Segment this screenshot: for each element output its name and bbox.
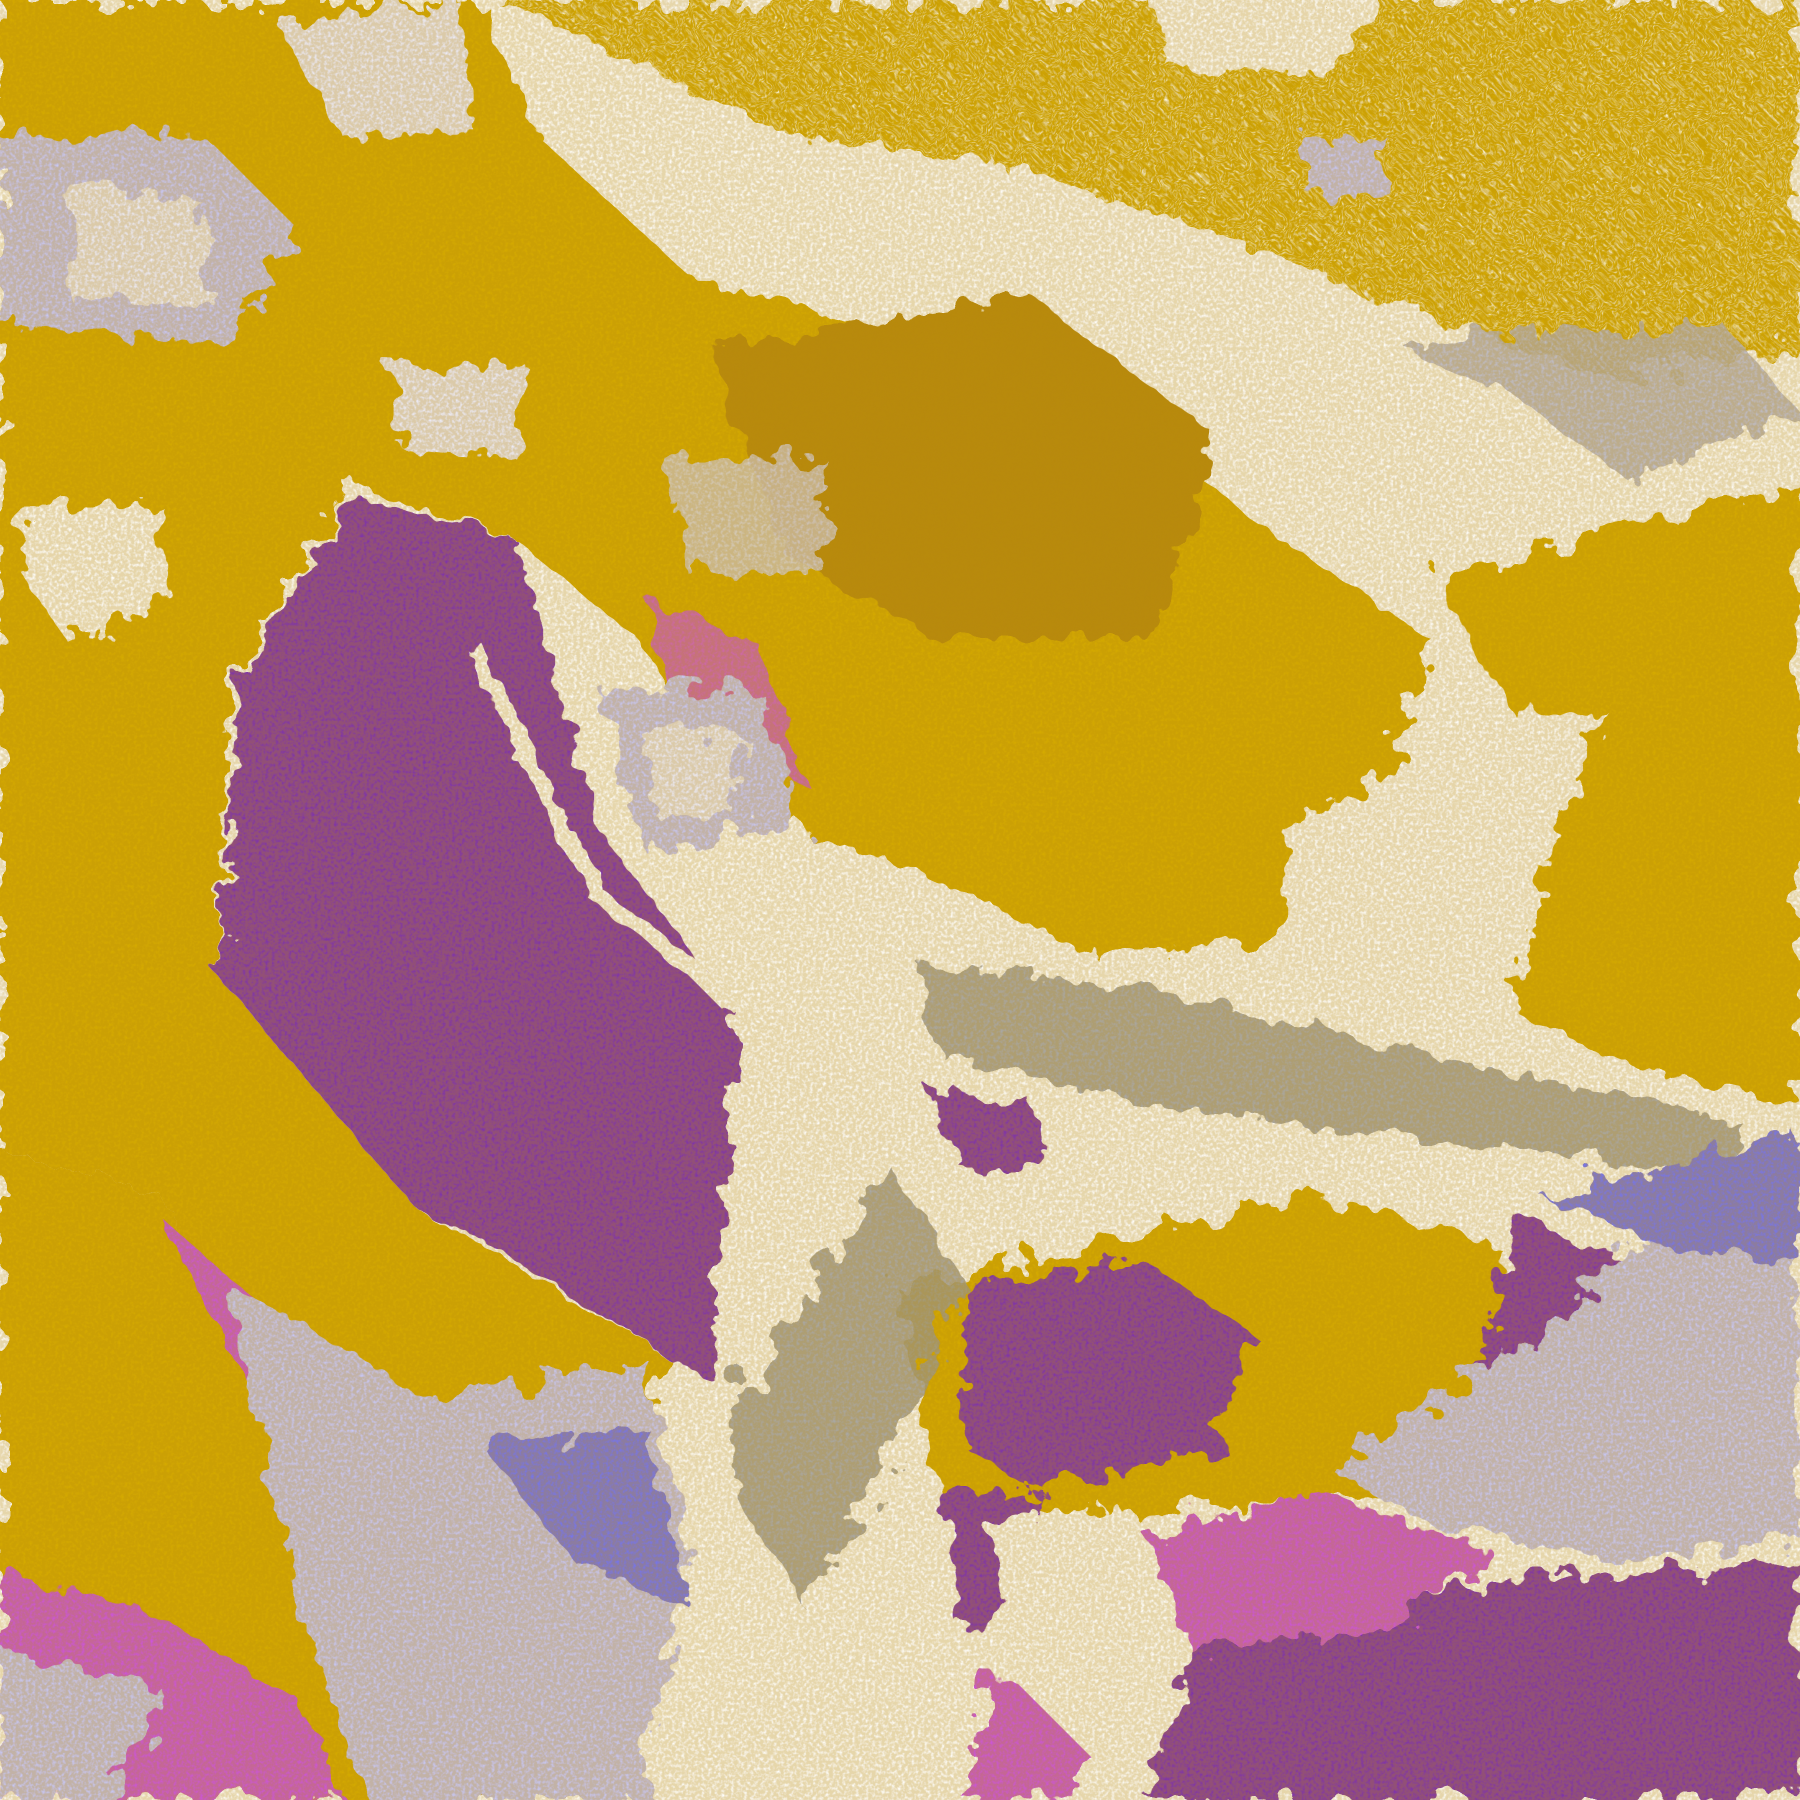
satellite-classification-map — [0, 0, 1800, 1800]
speckle-overlay — [0, 0, 1800, 1800]
